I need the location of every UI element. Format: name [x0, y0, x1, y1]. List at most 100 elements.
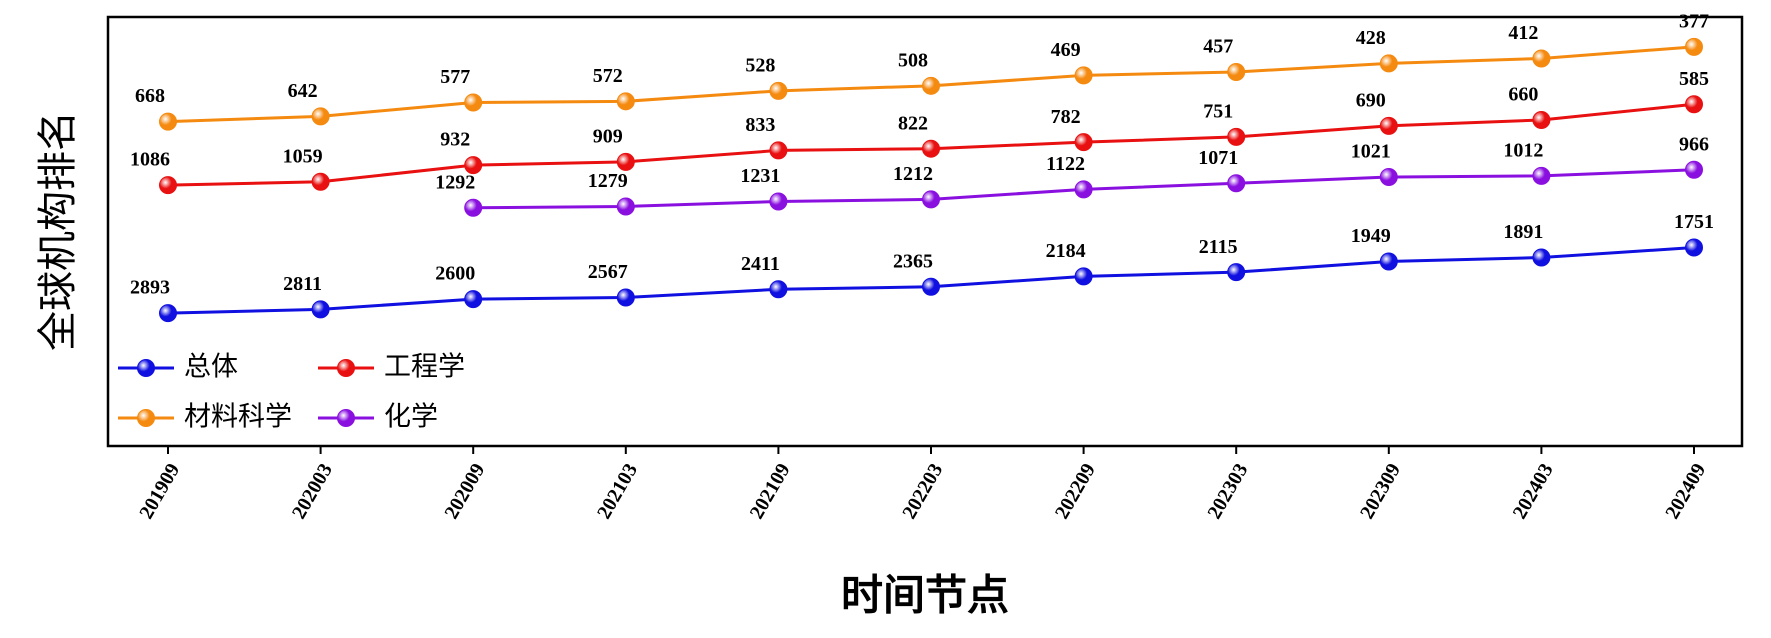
series-marker	[616, 197, 635, 216]
data-label: 690	[1356, 89, 1386, 111]
data-label: 2411	[741, 253, 780, 275]
series-marker	[1227, 127, 1246, 146]
data-label: 2567	[588, 261, 628, 283]
series-marker	[311, 172, 330, 191]
series-marker	[1532, 166, 1551, 185]
data-label: 2184	[1046, 240, 1086, 262]
series-marker	[159, 112, 177, 131]
legend-label: 工程学	[384, 352, 465, 383]
series-marker	[311, 107, 330, 126]
series-marker	[1074, 133, 1093, 152]
series-marker	[1532, 248, 1551, 267]
series-marker	[1379, 116, 1398, 135]
x-axis-label: 时间节点	[841, 571, 1009, 620]
series-marker	[922, 76, 940, 95]
series-marker	[311, 300, 330, 319]
data-label: 642	[288, 80, 318, 102]
series-marker	[1379, 54, 1398, 73]
series-marker	[464, 290, 483, 309]
series-marker	[922, 190, 940, 209]
legend-marker	[337, 409, 355, 427]
series-marker	[769, 280, 788, 299]
series-marker	[1074, 180, 1093, 199]
series-marker	[769, 192, 788, 211]
data-label: 2115	[1199, 236, 1238, 258]
series-marker	[1685, 95, 1703, 114]
data-label: 1279	[588, 170, 628, 192]
series-marker	[1074, 267, 1093, 286]
data-label: 1292	[435, 171, 475, 193]
data-label: 782	[1051, 106, 1081, 128]
series-marker	[769, 141, 788, 160]
data-label: 1021	[1351, 141, 1391, 163]
data-label: 577	[440, 66, 470, 88]
series-marker	[769, 81, 788, 100]
x-tick-label: 202103	[593, 460, 642, 523]
y-axis-label: 全球机构排名	[35, 111, 81, 351]
series-marker	[159, 176, 177, 195]
data-label: 2600	[435, 263, 475, 285]
legend-marker	[137, 409, 155, 427]
series-marker	[616, 92, 635, 111]
series-marker	[1227, 62, 1246, 81]
series-marker	[1379, 252, 1398, 271]
x-tick-label: 202403	[1509, 460, 1558, 523]
data-label: 909	[593, 125, 623, 147]
legend-label: 总体	[184, 352, 238, 383]
data-label: 428	[1356, 27, 1386, 49]
data-label: 1059	[283, 145, 323, 167]
x-tick-label: 202203	[898, 460, 947, 523]
series-marker	[464, 198, 483, 217]
x-tick-label: 202209	[1051, 460, 1100, 523]
series-marker	[1074, 66, 1093, 85]
data-label: 932	[440, 129, 470, 151]
legend-marker	[137, 359, 155, 377]
data-label: 966	[1679, 133, 1709, 155]
data-label: 1231	[740, 165, 780, 187]
series-marker	[616, 288, 635, 307]
data-label: 508	[898, 49, 928, 71]
series-marker	[1685, 37, 1703, 56]
data-label: 457	[1203, 36, 1233, 58]
data-label: 1122	[1046, 153, 1085, 175]
legend-label: 化学	[384, 402, 438, 433]
data-label: 668	[135, 85, 165, 107]
data-label: 833	[745, 114, 775, 136]
data-label: 2365	[893, 250, 933, 272]
data-label: 822	[898, 112, 928, 134]
data-label: 2811	[283, 273, 322, 295]
series-marker	[922, 139, 940, 158]
series-marker	[922, 277, 940, 296]
series-marker	[1227, 263, 1246, 282]
data-label: 660	[1508, 84, 1538, 106]
x-tick-label: 202303	[1203, 460, 1252, 523]
series-marker	[1685, 238, 1703, 257]
data-label: 751	[1203, 100, 1233, 122]
data-label: 377	[1679, 10, 1709, 32]
series-marker	[1685, 160, 1703, 179]
data-label: 1891	[1503, 221, 1543, 243]
data-label: 1071	[1198, 147, 1238, 169]
data-label: 1212	[893, 163, 933, 185]
data-label: 528	[745, 54, 775, 76]
series-marker	[1532, 111, 1551, 130]
x-tick-label: 202309	[1356, 460, 1405, 523]
data-label: 1086	[130, 149, 170, 171]
series-marker	[616, 152, 635, 171]
series-marker	[464, 156, 483, 175]
series-marker	[1532, 49, 1551, 68]
data-label: 1751	[1674, 211, 1714, 233]
legend-label: 材料科学	[184, 402, 292, 433]
series-marker	[159, 304, 177, 323]
data-label: 1949	[1351, 225, 1391, 247]
series-marker	[1227, 174, 1246, 193]
x-tick-label: 201909	[135, 460, 184, 523]
legend-marker	[337, 359, 355, 377]
data-label: 572	[593, 65, 623, 87]
x-tick-label: 202409	[1661, 460, 1710, 523]
series-marker	[464, 93, 483, 112]
data-label: 2893	[130, 277, 170, 299]
data-label: 1012	[1503, 139, 1543, 161]
series-marker	[1379, 168, 1398, 187]
